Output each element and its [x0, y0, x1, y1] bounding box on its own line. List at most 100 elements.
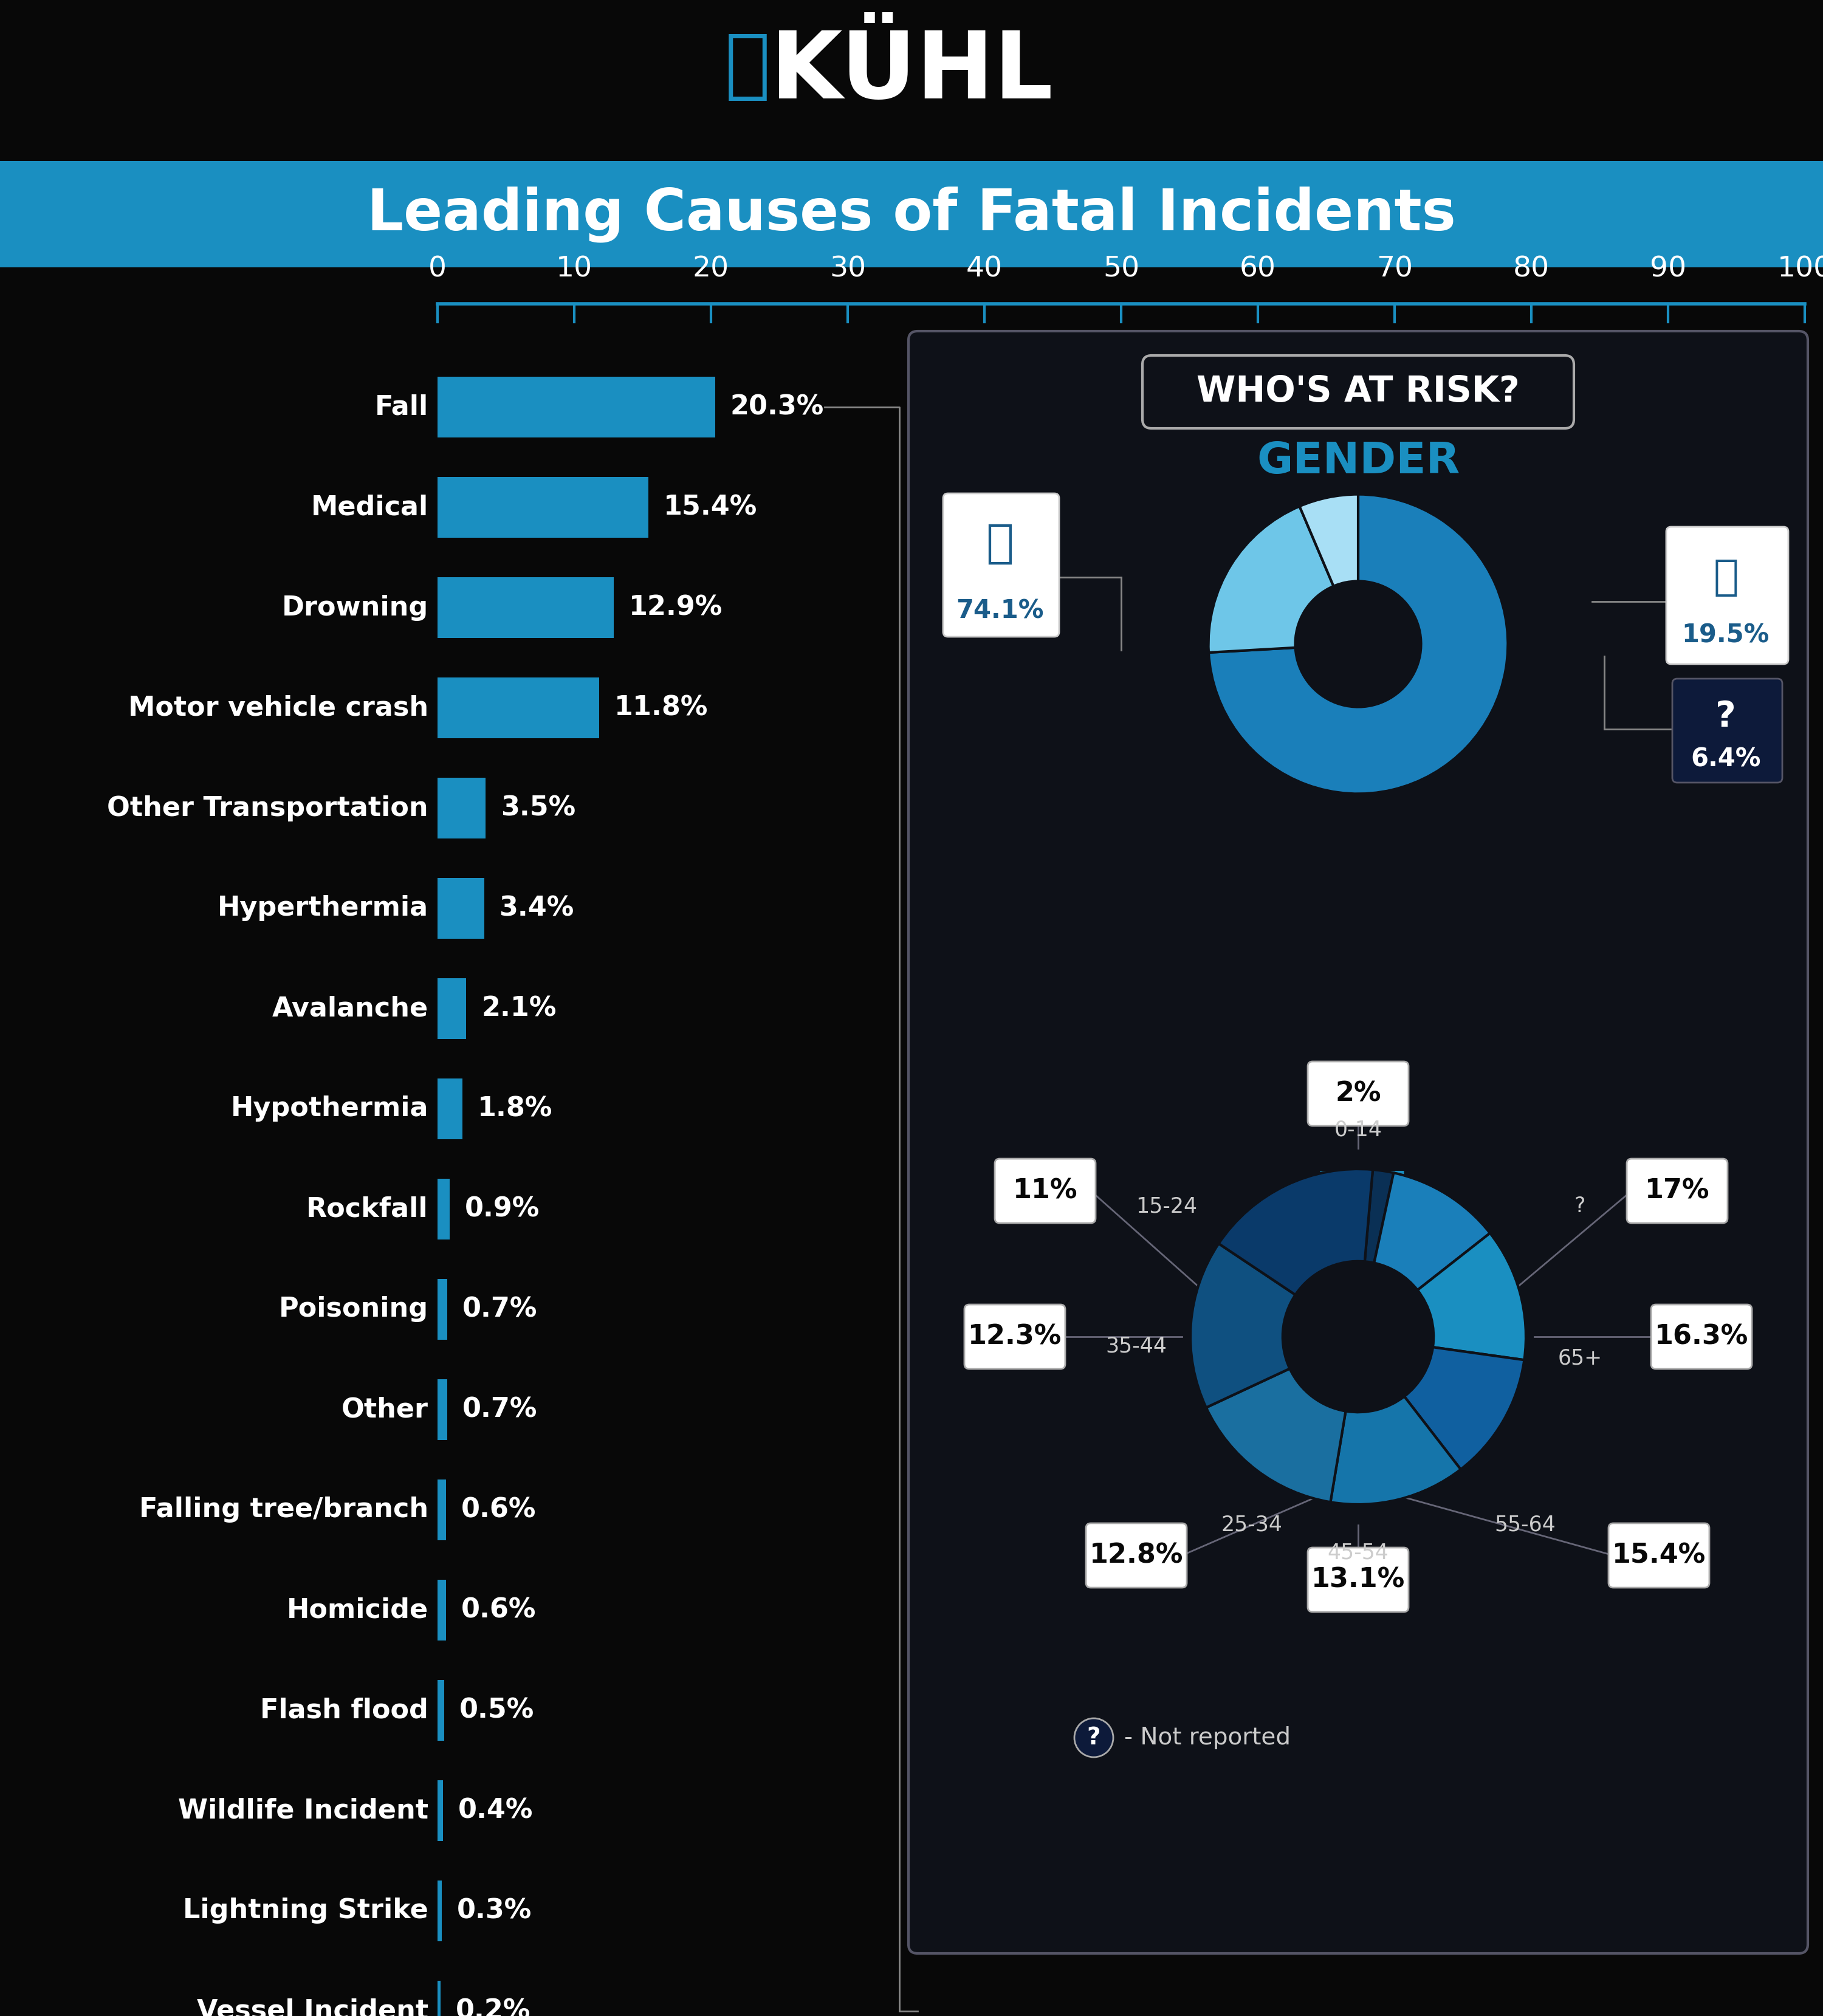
Text: Leading Causes of Fatal Incidents: Leading Causes of Fatal Incidents	[366, 185, 1457, 242]
Text: 3.4%: 3.4%	[500, 895, 574, 921]
Text: 15.4%: 15.4%	[664, 494, 757, 520]
Text: 11%: 11%	[1014, 1177, 1077, 1204]
FancyBboxPatch shape	[1608, 1524, 1710, 1589]
Text: 35-44: 35-44	[1105, 1335, 1167, 1357]
Text: 30: 30	[829, 256, 866, 282]
FancyBboxPatch shape	[1666, 526, 1788, 663]
Bar	[438, 1780, 443, 1841]
Text: 2%: 2%	[1334, 1081, 1382, 1107]
Text: 20: 20	[693, 256, 729, 282]
Bar	[438, 677, 598, 738]
Text: 40: 40	[966, 256, 1003, 282]
Text: Rockfall: Rockfall	[306, 1195, 428, 1222]
Text: ?: ?	[1087, 1726, 1101, 1750]
Text: 16.3%: 16.3%	[1655, 1325, 1748, 1351]
Wedge shape	[1375, 1173, 1489, 1290]
Wedge shape	[1418, 1234, 1526, 1361]
Wedge shape	[1300, 494, 1358, 587]
Text: Fall: Fall	[376, 393, 428, 419]
Bar	[438, 1679, 445, 1740]
Text: 15.4%: 15.4%	[1612, 1542, 1706, 1568]
Text: Poisoning: Poisoning	[279, 1296, 428, 1322]
Text: 2.1%: 2.1%	[481, 996, 556, 1022]
Text: 12.8%: 12.8%	[1090, 1542, 1183, 1568]
Bar	[438, 1379, 447, 1439]
Bar	[438, 1079, 463, 1139]
FancyBboxPatch shape	[1307, 1062, 1409, 1125]
Text: 0: 0	[428, 256, 447, 282]
Bar	[438, 1179, 450, 1240]
Text: Motor vehicle crash: Motor vehicle crash	[128, 696, 428, 722]
Text: 0.5%: 0.5%	[459, 1697, 534, 1724]
Text: Homicide: Homicide	[286, 1597, 428, 1623]
Text: 20.3%: 20.3%	[731, 393, 824, 419]
Text: Avalanche: Avalanche	[272, 996, 428, 1022]
Text: 3.5%: 3.5%	[501, 794, 576, 821]
Text: Vessel Incident: Vessel Incident	[197, 1998, 428, 2016]
Bar	[438, 577, 614, 637]
Text: 80: 80	[1513, 256, 1550, 282]
Text: 50: 50	[1103, 256, 1139, 282]
Text: 12.3%: 12.3%	[968, 1325, 1061, 1351]
Text: 10: 10	[556, 256, 592, 282]
Text: 15-24: 15-24	[1136, 1195, 1198, 1216]
FancyBboxPatch shape	[908, 331, 1808, 1954]
Text: 65+: 65+	[1557, 1347, 1602, 1369]
Wedge shape	[1404, 1347, 1524, 1470]
Text: 0.4%: 0.4%	[458, 1798, 532, 1824]
Text: Drowning: Drowning	[283, 595, 428, 621]
Text: 19.5%: 19.5%	[1683, 623, 1770, 647]
Wedge shape	[1190, 1244, 1296, 1407]
Text: 90: 90	[1650, 256, 1686, 282]
Text: 70: 70	[1376, 256, 1413, 282]
Text: 6.4%: 6.4%	[1690, 746, 1761, 772]
Text: AGE: AGE	[1309, 1169, 1407, 1212]
Text: 0.2%: 0.2%	[456, 1998, 530, 2016]
Text: 0.9%: 0.9%	[465, 1195, 540, 1222]
Bar	[438, 1278, 447, 1341]
Text: 13.1%: 13.1%	[1311, 1566, 1406, 1593]
Text: 0-14: 0-14	[1334, 1119, 1382, 1141]
FancyBboxPatch shape	[1087, 1524, 1187, 1589]
FancyBboxPatch shape	[1626, 1159, 1728, 1224]
Text: 74.1%: 74.1%	[955, 599, 1043, 623]
Text: Medical: Medical	[312, 494, 428, 520]
FancyBboxPatch shape	[995, 1159, 1096, 1224]
Text: 0.7%: 0.7%	[463, 1296, 538, 1322]
Text: 0.3%: 0.3%	[458, 1897, 532, 1923]
Text: WHO'S AT RISK?: WHO'S AT RISK?	[1196, 375, 1520, 409]
Text: Hypothermia: Hypothermia	[230, 1097, 428, 1123]
Text: 55-64: 55-64	[1495, 1514, 1555, 1536]
Wedge shape	[1209, 494, 1508, 794]
Text: ⛨: ⛨	[724, 30, 769, 103]
Text: 12.9%: 12.9%	[629, 595, 722, 621]
Wedge shape	[1218, 1169, 1373, 1294]
Text: 11.8%: 11.8%	[614, 696, 707, 722]
FancyBboxPatch shape	[1652, 1304, 1752, 1369]
FancyBboxPatch shape	[1143, 355, 1573, 427]
Bar	[438, 377, 715, 437]
Text: Wildlife Incident: Wildlife Incident	[179, 1798, 428, 1824]
Bar	[438, 1982, 441, 2016]
Text: Hyperthermia: Hyperthermia	[217, 895, 428, 921]
Bar	[438, 978, 467, 1038]
Bar	[438, 1881, 441, 1941]
Text: 1.8%: 1.8%	[478, 1097, 552, 1123]
Text: Falling tree/branch: Falling tree/branch	[139, 1496, 428, 1522]
Circle shape	[1074, 1718, 1114, 1758]
Bar	[438, 879, 485, 939]
Text: GENDER: GENDER	[1256, 442, 1460, 482]
Bar	[438, 1581, 445, 1641]
Text: 25-34: 25-34	[1221, 1514, 1283, 1536]
Text: Lightning Strike: Lightning Strike	[182, 1897, 428, 1923]
Text: 🚹: 🚹	[986, 522, 1014, 566]
Bar	[0, 161, 1823, 268]
FancyBboxPatch shape	[964, 1304, 1065, 1369]
Text: 0.6%: 0.6%	[461, 1597, 536, 1623]
Text: 0.6%: 0.6%	[461, 1496, 536, 1522]
FancyBboxPatch shape	[942, 494, 1059, 637]
Wedge shape	[1207, 1369, 1345, 1502]
Text: - Not reported: - Not reported	[1125, 1726, 1291, 1750]
Text: 100: 100	[1777, 256, 1823, 282]
Bar	[438, 478, 649, 538]
